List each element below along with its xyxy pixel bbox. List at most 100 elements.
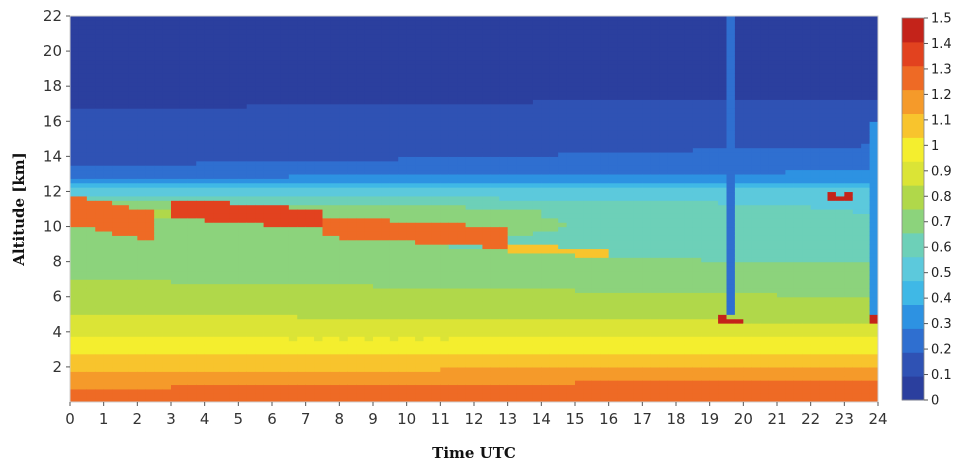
heatmap-cell (297, 46, 307, 52)
heatmap-cell (238, 86, 248, 92)
heatmap-cell (423, 160, 433, 166)
heatmap-cell (179, 336, 189, 342)
heatmap-cell (297, 266, 307, 272)
heatmap-cell (406, 37, 416, 43)
heatmap-cell (524, 209, 534, 214)
heatmap-cell (229, 274, 239, 280)
heatmap-cell (221, 314, 231, 320)
heatmap-cell (423, 235, 433, 241)
heatmap-cell (541, 301, 551, 307)
heatmap-cell (507, 178, 517, 184)
heatmap-cell (196, 173, 206, 179)
heatmap-cell (398, 16, 408, 21)
heatmap-cell (330, 353, 340, 359)
heatmap-cell (95, 200, 105, 206)
heatmap-cell (179, 151, 189, 157)
heatmap-cell (507, 244, 517, 250)
heatmap-cell (272, 318, 282, 324)
heatmap-cell (187, 380, 197, 386)
heatmap-cell (499, 130, 509, 136)
heatmap-cell (490, 73, 500, 79)
heatmap-cell (465, 112, 475, 118)
heatmap-cell (255, 349, 265, 355)
heatmap-cell (448, 375, 458, 381)
heatmap-cell (347, 226, 357, 232)
heatmap-cell (516, 235, 526, 241)
heatmap-cell (272, 151, 282, 157)
heatmap-cell (314, 279, 324, 285)
heatmap-cell (213, 235, 223, 241)
heatmap-cell (389, 64, 399, 70)
heatmap-cell (373, 16, 383, 21)
heatmap-cell (389, 309, 399, 315)
heatmap-cell (70, 323, 80, 329)
heatmap-cell (196, 51, 206, 57)
heatmap-cell (423, 292, 433, 298)
heatmap-cell (145, 375, 155, 381)
heatmap-cell (507, 362, 517, 368)
heatmap-cell (431, 29, 441, 35)
heatmap-cell (162, 64, 172, 70)
heatmap-cell (221, 103, 231, 109)
heatmap-cell (373, 151, 383, 157)
heatmap-cell (356, 331, 366, 337)
heatmap-cell (440, 279, 450, 285)
heatmap-cell (364, 130, 374, 136)
heatmap-cell (431, 388, 441, 394)
heatmap-cell (204, 134, 214, 140)
heatmap-cell (415, 116, 425, 122)
heatmap-cell (398, 349, 408, 355)
heatmap-cell (154, 380, 164, 386)
heatmap-cell (187, 209, 197, 214)
heatmap-cell (229, 344, 239, 350)
heatmap-cell (431, 362, 441, 368)
heatmap-cell (474, 327, 484, 333)
heatmap-cell (305, 388, 315, 394)
heatmap-cell (423, 375, 433, 381)
heatmap-cell (238, 217, 248, 223)
heatmap-cell (381, 358, 391, 364)
heatmap-cell (364, 134, 374, 140)
heatmap-cell (347, 340, 357, 346)
heatmap-cell (171, 213, 181, 219)
heatmap-cell (330, 16, 340, 21)
heatmap-cell (314, 151, 324, 157)
heatmap-cell (103, 314, 113, 320)
heatmap-cell (70, 279, 80, 285)
heatmap-cell (490, 90, 500, 96)
heatmap-cell (431, 116, 441, 122)
heatmap-cell (347, 336, 357, 342)
heatmap-cell (263, 318, 273, 324)
heatmap-cell (516, 86, 526, 92)
heatmap-cell (280, 279, 290, 285)
heatmap-cell (70, 344, 80, 350)
heatmap-cell (128, 200, 138, 206)
heatmap-cell (246, 103, 256, 109)
heatmap-cell (474, 349, 484, 355)
heatmap-cell (213, 64, 223, 70)
heatmap-cell (255, 125, 265, 131)
heatmap-cell (322, 349, 332, 355)
heatmap-cell (78, 375, 88, 381)
heatmap-cell (532, 380, 542, 386)
heatmap-cell (423, 81, 433, 87)
heatmap-cell (103, 116, 113, 122)
heatmap-cell (339, 94, 349, 100)
heatmap-cell (339, 160, 349, 166)
heatmap-cell (423, 55, 433, 61)
heatmap-cell (103, 86, 113, 92)
heatmap-cell (474, 46, 484, 52)
heatmap-cell (314, 362, 324, 368)
heatmap-cell (364, 86, 374, 92)
heatmap-cell (356, 59, 366, 65)
heatmap-cell (272, 108, 282, 114)
heatmap-cell (196, 397, 206, 402)
heatmap-cell (507, 393, 517, 399)
heatmap-cell (482, 130, 492, 136)
heatmap-cell (431, 239, 441, 245)
heatmap-cell (204, 108, 214, 114)
heatmap-cell (482, 169, 492, 175)
heatmap-cell (541, 305, 551, 311)
heatmap-cell (137, 270, 147, 276)
heatmap-cell (490, 353, 500, 359)
